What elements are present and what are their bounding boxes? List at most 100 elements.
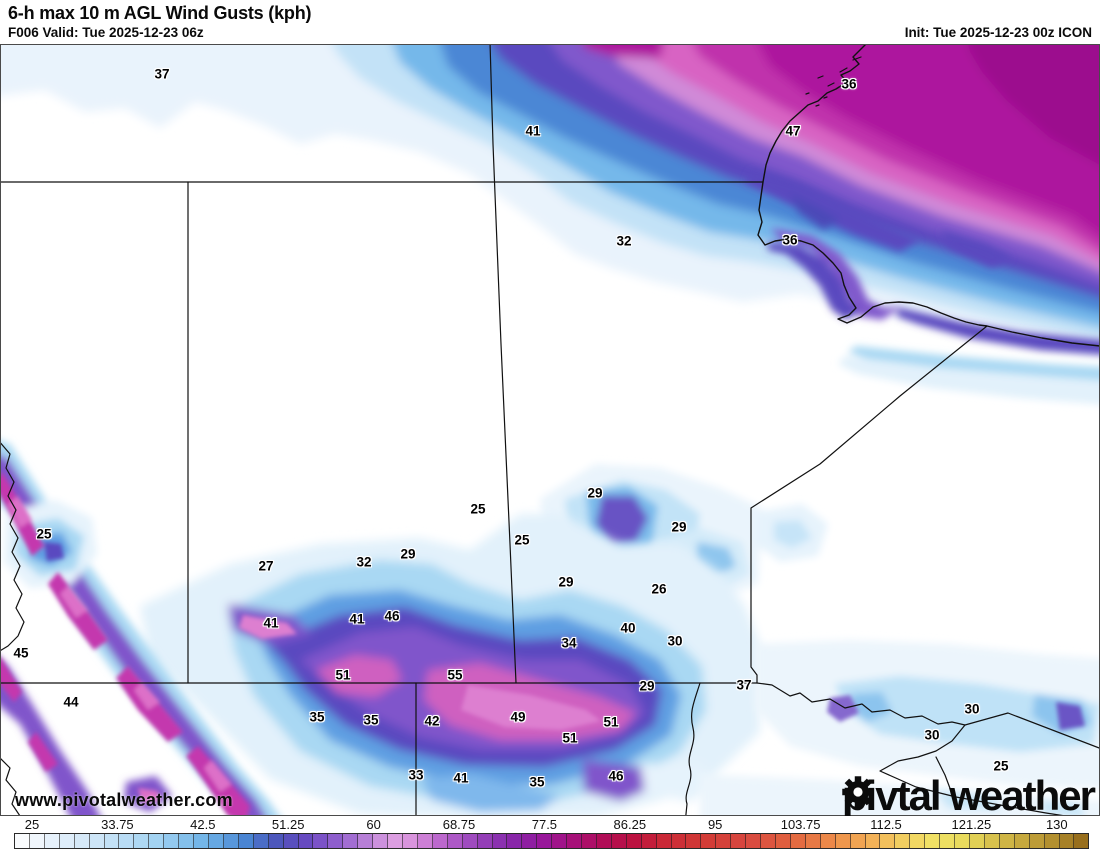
colorbar-cell xyxy=(74,834,90,848)
colorbar-cell xyxy=(119,834,135,848)
colorbar-tick: 60 xyxy=(366,817,381,832)
colorbar-scale xyxy=(14,833,1089,849)
colorbar-cell xyxy=(358,834,374,848)
colorbar-cell xyxy=(999,834,1015,848)
colorbar-tick: 51.25 xyxy=(271,817,305,832)
colorbar-tick: 121.25 xyxy=(951,817,992,832)
colorbar-cell xyxy=(1074,834,1089,848)
colorbar-cell xyxy=(656,834,672,848)
page-title: 6-h max 10 m AGL Wind Gusts (kph) xyxy=(8,3,312,23)
colorbar-cell xyxy=(835,834,851,848)
colorbar-cell xyxy=(149,834,165,848)
colorbar-cell xyxy=(268,834,284,848)
colorbar-cell xyxy=(164,834,180,848)
colorbar-tick: 77.5 xyxy=(531,817,558,832)
colorbar-cell xyxy=(253,834,269,848)
red-river xyxy=(685,682,701,816)
colorbar-cell xyxy=(537,834,553,848)
colorbar-cell xyxy=(432,834,448,848)
colorbar-cell xyxy=(343,834,359,848)
colorbar-cell xyxy=(402,834,418,848)
gust-contours-mountain-cores xyxy=(0,472,250,816)
colorbar-cell xyxy=(940,834,956,848)
gust-contours-coast-fringe xyxy=(746,170,1100,405)
gust-field-svg xyxy=(0,44,1100,816)
colorbar-cell xyxy=(910,834,926,848)
coastal-islands xyxy=(805,56,862,107)
colorbar-cell xyxy=(15,834,30,848)
colorbar-cell xyxy=(671,834,687,848)
colorbar-cell xyxy=(59,834,75,848)
colorbar-cell xyxy=(790,834,806,848)
colorbar-cell xyxy=(626,834,642,848)
colorbar-cell xyxy=(373,834,389,848)
colorbar-tick: 130 xyxy=(1045,817,1068,832)
gear-icon xyxy=(842,776,874,808)
colorbar-cell xyxy=(223,834,239,848)
colorbar-cell xyxy=(1059,834,1075,848)
colorbar-cell xyxy=(955,834,970,848)
colorbar-cell xyxy=(134,834,150,848)
colorbar-cell xyxy=(1044,834,1060,848)
colorbar-cell xyxy=(776,834,791,848)
colorbar-cell xyxy=(582,834,597,848)
colorbar-cell xyxy=(731,834,747,848)
colorbar-cell xyxy=(507,834,523,848)
colorbar-tick: 112.5 xyxy=(870,817,902,832)
colorbar-tick: 33.75 xyxy=(101,817,134,832)
colorbar-cell xyxy=(567,834,583,848)
colorbar-cell xyxy=(104,834,120,848)
border-us xyxy=(0,682,1100,749)
colorbar-tick: 86.25 xyxy=(613,817,647,832)
map-canvas[interactable]: 37 41 36 47 32 36 25 27 32 29 25 25 29 29 29 26 40 34 30 41… xyxy=(0,44,1100,819)
colorbar-cell xyxy=(701,834,717,848)
valid-time-label: F006 Valid: Tue 2025-12-23 06z xyxy=(8,25,204,40)
colorbar-cell xyxy=(1014,834,1030,848)
gust-contours-corridor-cores xyxy=(239,615,601,730)
colorbar-tick: 103.75 xyxy=(780,817,821,832)
colorbar-cell xyxy=(686,834,702,848)
colorbar-cell xyxy=(194,834,209,848)
gust-contours-southeast xyxy=(700,640,1100,816)
border-mb-on xyxy=(750,325,988,684)
colorbar-cell xyxy=(984,834,1000,848)
colorbar-cell xyxy=(522,834,538,848)
colorbar-cell xyxy=(328,834,344,848)
logo-text-2: tal weather xyxy=(896,772,1096,819)
colorbar-cell xyxy=(179,834,195,848)
colorbar-cell xyxy=(552,834,568,848)
colorbar-cell xyxy=(880,834,896,848)
colorbar-cell xyxy=(313,834,329,848)
colorbar-cell xyxy=(238,834,254,848)
watermark-url: www.pivotalweather.com xyxy=(15,790,233,810)
colorbar-cell xyxy=(805,834,821,848)
colorbar-cell xyxy=(820,834,836,848)
border-bc xyxy=(0,441,25,816)
colorbar-cell xyxy=(477,834,493,848)
colorbar-cell xyxy=(850,834,866,848)
colorbar-cell xyxy=(492,834,508,848)
colorbar-cell xyxy=(611,834,627,848)
pivotal-weather-logo: piv tal weather xyxy=(842,772,1096,819)
colorbar-cell xyxy=(596,834,612,848)
colorbar-tick: 95 xyxy=(707,817,723,832)
colorbar: 25 33.75 42.5 51.25 60 68.75 77.5 86.25 95 103.75… xyxy=(0,816,1100,850)
colorbar-cell xyxy=(925,834,941,848)
colorbar-cell xyxy=(865,834,881,848)
colorbar-cell xyxy=(388,834,403,848)
colorbar-cell xyxy=(298,834,314,848)
colorbar-tick: 68.75 xyxy=(442,817,476,832)
colorbar-cell xyxy=(746,834,762,848)
colorbar-tick: 25 xyxy=(24,817,40,832)
border-sk-mb xyxy=(489,44,517,684)
map-borders xyxy=(0,44,1100,816)
map-header: 6-h max 10 m AGL Wind Gusts (kph) F006 V… xyxy=(0,0,1100,44)
hudson-bay-coastline xyxy=(757,44,1100,347)
colorbar-cell xyxy=(417,834,433,848)
gust-contours-north xyxy=(0,44,1100,356)
colorbar-tick-labels: 25 33.75 42.5 51.25 60 68.75 77.5 86.25 95 103.75… xyxy=(14,817,1087,832)
colorbar-cell xyxy=(1029,834,1045,848)
colorbar-cell xyxy=(29,834,45,848)
border-lakes xyxy=(879,724,1070,816)
